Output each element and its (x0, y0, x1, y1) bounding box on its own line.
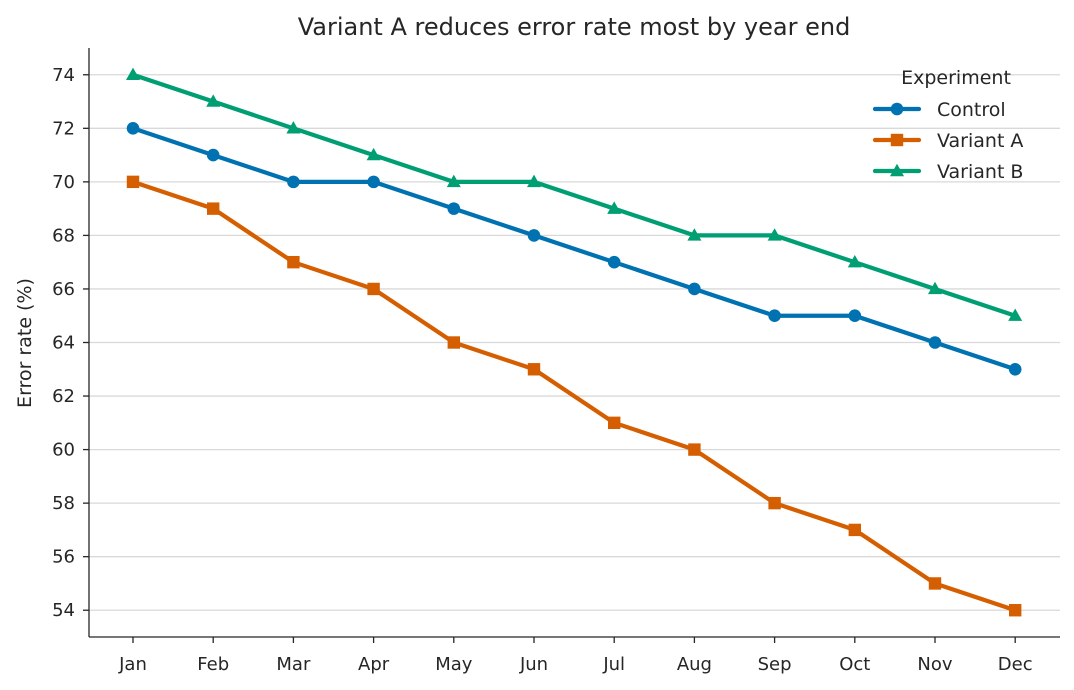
y-tick-label: 56 (52, 547, 75, 568)
legend-item-control: Control (872, 99, 1006, 121)
x-tick-label: Aug (677, 654, 712, 675)
x-tick-label: Jul (602, 654, 625, 675)
control-point (607, 255, 621, 269)
x-tick-label: Dec (998, 654, 1033, 675)
legend: Experiment Control Variant A Variant B (872, 67, 1023, 183)
legend-items: Control Variant A Variant B (872, 99, 1023, 183)
variant-b-point (1008, 308, 1023, 321)
legend-label: Variant B (937, 161, 1023, 183)
variant-a-point (608, 416, 621, 430)
legend-marker-variant-a (890, 133, 904, 147)
variant-b-point (286, 121, 301, 134)
y-axis-label: Error rate (%) (14, 278, 36, 408)
x-tick-label: Feb (197, 654, 229, 675)
x-tick-label: May (435, 654, 473, 675)
variant-a-point (126, 175, 140, 189)
legend-title: Experiment (901, 67, 1011, 89)
data-series (126, 67, 1023, 617)
series-variant-b (126, 67, 1023, 321)
variant-b-point (527, 174, 541, 188)
y-tick-label: 68 (52, 225, 75, 246)
y-tick-label: 54 (52, 600, 75, 621)
control-point (688, 282, 701, 296)
variant-b-line (130, 72, 1018, 318)
x-tick-label: Apr (358, 654, 390, 675)
control-point (928, 336, 942, 349)
variant-a-point (527, 363, 541, 376)
variant-b-point (928, 281, 942, 295)
y-tick-label: 62 (52, 386, 75, 407)
x-tick-label: Jun (519, 654, 548, 675)
variant-a-point (1009, 604, 1022, 617)
legend-item-variant-b: Variant B (872, 161, 1023, 183)
legend-marker-control (890, 102, 904, 116)
variant-b-point (206, 94, 221, 107)
x-tick-label: Nov (917, 654, 952, 675)
variant-a-point (848, 523, 861, 537)
control-point (527, 229, 541, 242)
variant-b-point (366, 147, 381, 161)
legend-marker-variant-b (890, 163, 904, 177)
variant-a-point (447, 336, 460, 349)
control-point (848, 309, 862, 323)
variant-b-point (446, 174, 461, 188)
y-tick-label: 60 (52, 440, 75, 461)
variant-a-point (367, 282, 380, 296)
variant-b-point (767, 228, 782, 241)
y-tick-label: 74 (52, 65, 75, 86)
series-control (126, 122, 1022, 376)
variant-a-line (130, 179, 1018, 613)
control-point (287, 175, 300, 189)
y-tick-label: 66 (52, 279, 75, 300)
variant-a-point (768, 496, 781, 510)
x-tick-label: Mar (276, 654, 311, 675)
x-tick-label: Jan (118, 654, 147, 675)
variant-b-point (847, 254, 862, 268)
variant-b-point (126, 67, 140, 80)
series-variant-a (126, 175, 1022, 617)
x-tick-label: Sep (758, 654, 792, 675)
variant-b-point (607, 201, 622, 214)
variant-a-point (928, 577, 942, 590)
control-line (130, 126, 1018, 372)
variant-a-point (207, 202, 220, 215)
variant-b-point (687, 228, 702, 241)
chart-title: Variant A reduces error rate most by yea… (298, 13, 851, 41)
y-tick-label: 72 (52, 118, 75, 139)
control-point (1008, 362, 1022, 376)
control-point (447, 202, 461, 215)
y-tick-label: 58 (52, 493, 75, 514)
y-tick-label: 64 (52, 333, 75, 354)
legend-label: Variant A (937, 130, 1023, 152)
y-tick-label: 70 (52, 172, 75, 193)
variant-a-point (287, 255, 300, 269)
variant-a-point (688, 443, 701, 456)
control-point (367, 175, 380, 189)
grid-lines (89, 74, 1060, 611)
legend-label: Control (937, 99, 1006, 121)
tick-labels: 54 56 58 60 62 64 66 68 70 72 74 Jan Feb Mar Apr May Jun… (52, 65, 1033, 675)
control-point (206, 148, 220, 162)
control-point (768, 309, 781, 323)
legend-item-variant-a: Variant A (872, 130, 1023, 152)
x-tick-label: Oct (839, 654, 870, 675)
control-point (126, 122, 140, 135)
